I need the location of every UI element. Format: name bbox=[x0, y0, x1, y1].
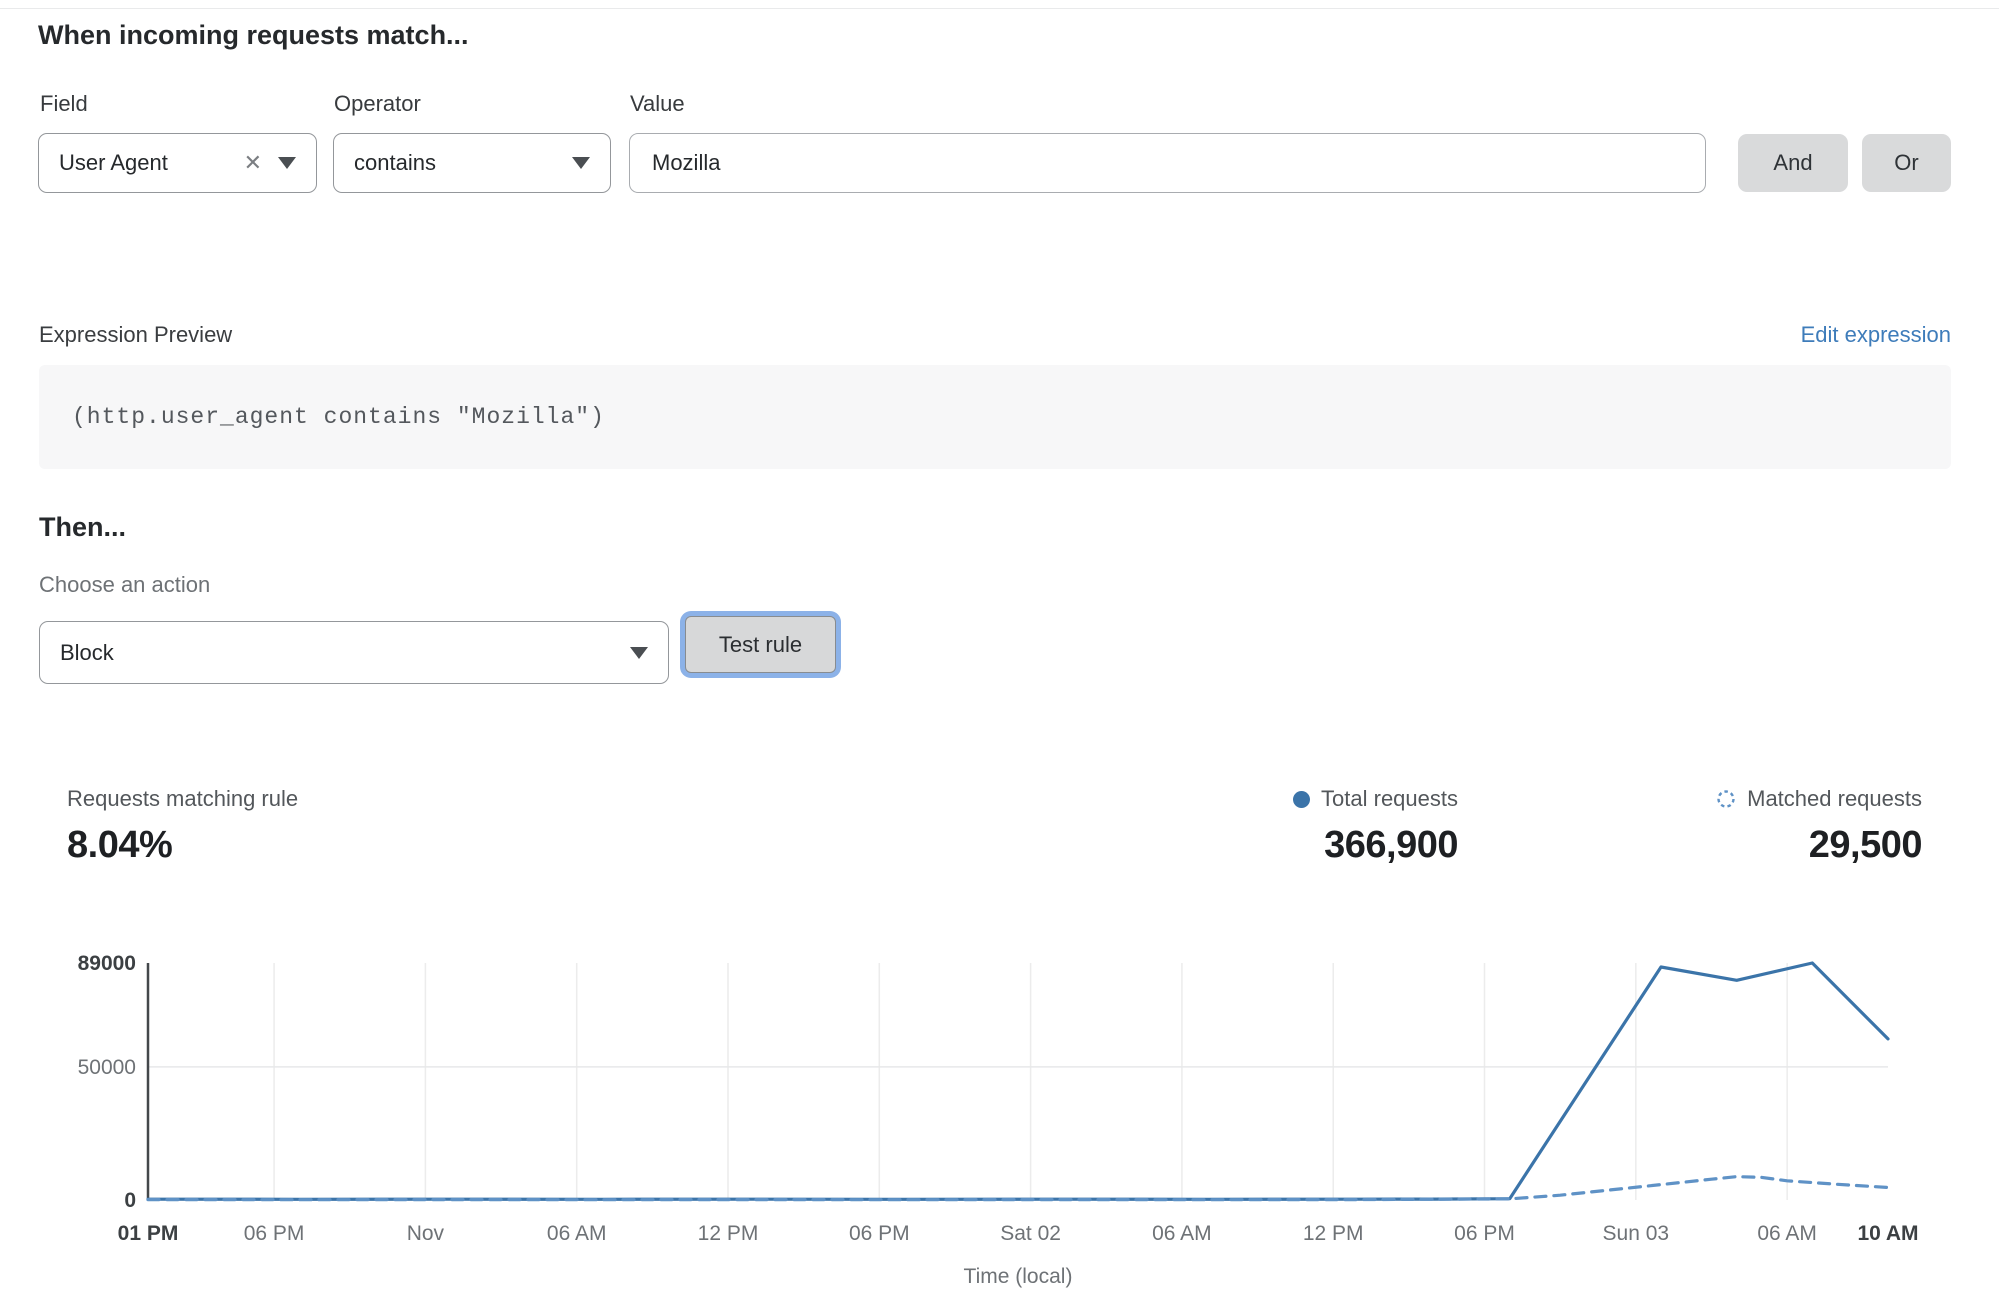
operator-label: Operator bbox=[334, 91, 421, 116]
edit-expression-link[interactable]: Edit expression bbox=[1800, 322, 1951, 347]
total-requests-value: 366,900 bbox=[1324, 824, 1458, 866]
x-axis-title: Time (local) bbox=[964, 1265, 1073, 1288]
matched-requests-dashed-circle-icon bbox=[1717, 790, 1735, 808]
x-tick-label: 06 PM bbox=[244, 1222, 305, 1245]
y-tick-label: 0 bbox=[124, 1189, 136, 1212]
then-section-heading: Then... bbox=[39, 512, 126, 542]
chevron-down-icon[interactable] bbox=[278, 157, 296, 169]
test-rule-button[interactable]: Test rule bbox=[685, 616, 836, 673]
field-select[interactable]: User Agent ✕ bbox=[38, 133, 317, 193]
x-tick-label: 06 PM bbox=[849, 1222, 910, 1245]
expression-preview-label: Expression Preview bbox=[39, 322, 233, 347]
requests-time-series-chart: 0 50000 89000 01 PM 06 PM Nov 06 AM 12 PM 06 PM S… bbox=[78, 952, 1919, 1288]
action-select-value: Block bbox=[60, 639, 114, 665]
clear-field-icon[interactable]: ✕ bbox=[243, 150, 262, 175]
choose-action-label: Choose an action bbox=[39, 572, 211, 597]
x-tick-label: 10 AM bbox=[1857, 1222, 1918, 1245]
or-button[interactable]: Or bbox=[1862, 134, 1951, 192]
total-requests-line bbox=[146, 961, 1890, 1201]
x-tick-label: 06 AM bbox=[1757, 1222, 1817, 1245]
x-tick-label: Sat 02 bbox=[1000, 1222, 1061, 1245]
x-tick-label: 06 AM bbox=[547, 1222, 607, 1245]
y-tick-label: 89000 bbox=[78, 952, 136, 975]
x-tick-label: 12 PM bbox=[698, 1222, 759, 1245]
y-tick-label: 50000 bbox=[78, 1056, 136, 1079]
chevron-down-icon[interactable] bbox=[572, 157, 590, 169]
and-button[interactable]: And bbox=[1738, 134, 1848, 192]
x-tick-label: 06 AM bbox=[1152, 1222, 1212, 1245]
matched-requests-legend: Matched requests bbox=[1716, 786, 1922, 812]
x-tick-label: Nov bbox=[407, 1222, 445, 1245]
x-tick-label: Sun 03 bbox=[1603, 1222, 1670, 1245]
total-requests-legend: Total requests bbox=[1293, 786, 1458, 812]
action-select[interactable]: Block bbox=[39, 621, 669, 684]
operator-select[interactable]: contains bbox=[333, 133, 611, 193]
match-section-heading: When incoming requests match... bbox=[38, 20, 469, 50]
total-requests-dot-icon bbox=[1293, 790, 1311, 808]
total-requests-label: Total requests bbox=[1321, 786, 1458, 811]
value-input[interactable] bbox=[629, 133, 1706, 193]
x-tick-label: 06 PM bbox=[1454, 1222, 1515, 1245]
value-label: Value bbox=[630, 91, 685, 116]
chevron-down-icon[interactable] bbox=[630, 646, 648, 659]
top-divider bbox=[0, 8, 1999, 9]
matched-requests-label: Matched requests bbox=[1747, 786, 1922, 811]
field-label: Field bbox=[40, 91, 88, 116]
match-rate-label: Requests matching rule bbox=[67, 786, 299, 811]
matched-requests-value: 29,500 bbox=[1808, 824, 1923, 866]
expression-code: (http.user_agent contains "Mozilla") bbox=[72, 404, 605, 430]
operator-select-value: contains bbox=[354, 150, 436, 175]
x-tick-label: 01 PM bbox=[118, 1222, 179, 1245]
field-select-value: User Agent bbox=[59, 150, 168, 175]
expression-preview-box: (http.user_agent contains "Mozilla") bbox=[39, 365, 1951, 469]
x-tick-label: 12 PM bbox=[1303, 1222, 1364, 1245]
matched-requests-line bbox=[146, 1175, 1890, 1202]
match-rate-value: 8.04% bbox=[67, 824, 173, 866]
